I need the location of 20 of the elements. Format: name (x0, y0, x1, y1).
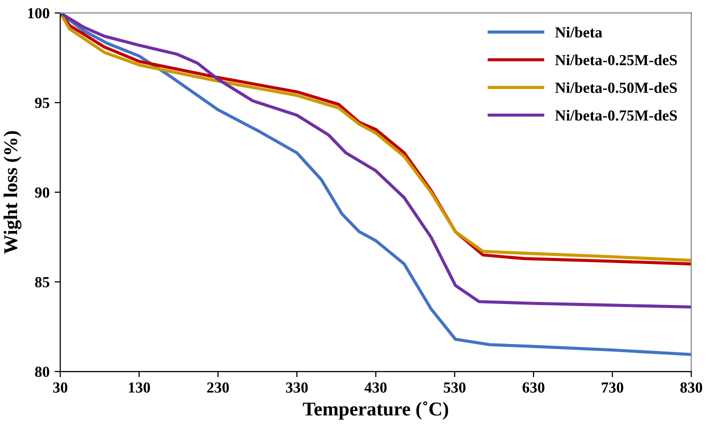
x-tick-label: 130 (128, 382, 150, 393)
legend-label: Ni/beta-0.50M-deS (555, 82, 677, 94)
legend-label: Ni/beta-0.25M-deS (555, 54, 677, 66)
legend-label: Ni/beta (555, 26, 602, 38)
y-tick-label: 100 (28, 8, 50, 18)
x-tick-label: 730 (602, 382, 624, 393)
x-tick-label: 430 (364, 382, 387, 393)
legend-label: Ni/beta-0.75M-deS (555, 110, 677, 121)
x-axis-title: Temperature (˚C) (302, 401, 448, 420)
x-tick-label: 830 (680, 382, 702, 393)
x-tick-label: 230 (207, 382, 229, 393)
y-axis-title: Wight loss (%) (4, 131, 22, 254)
y-tick-label: 95 (34, 98, 50, 108)
y-tick-label: 80 (35, 366, 50, 377)
y-tick-label: 90 (34, 187, 50, 198)
y-tick-label: 85 (35, 277, 50, 288)
x-tick-label: 330 (286, 382, 308, 393)
x-tick-label: 630 (522, 382, 544, 393)
x-tick-label: 30 (53, 382, 68, 393)
x-tick-label: 530 (444, 382, 466, 393)
